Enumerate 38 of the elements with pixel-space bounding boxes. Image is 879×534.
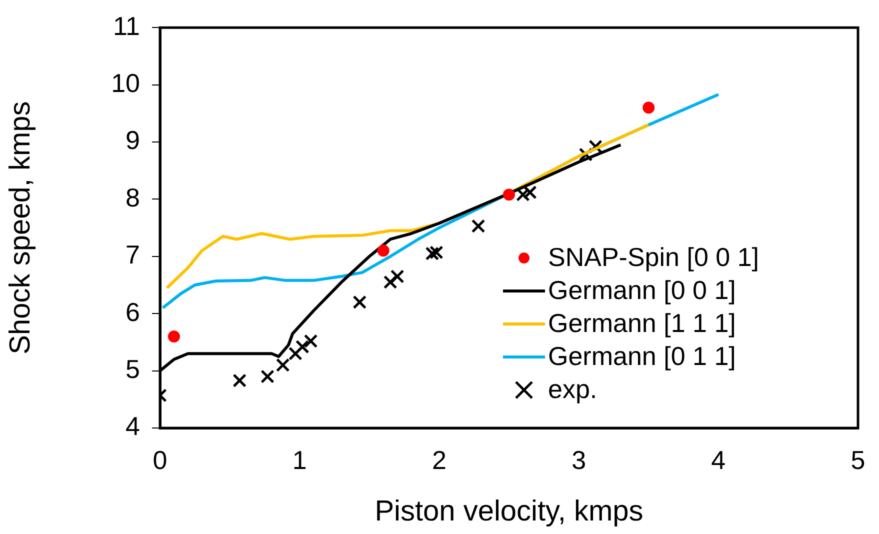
- y-tick-label: 5: [126, 354, 140, 384]
- point: [383, 275, 398, 290]
- x-tick-label: 3: [572, 444, 586, 475]
- legend-label: Germann [1 1 1]: [548, 308, 736, 338]
- y-tick-label: 8: [126, 182, 140, 212]
- point: [288, 346, 302, 361]
- x-tick-label: 1: [292, 444, 307, 475]
- point: [304, 334, 318, 348]
- y-tick-label: 4: [126, 411, 140, 442]
- x-tick-label: 4: [711, 444, 726, 475]
- y-tick-label: 10: [111, 68, 140, 98]
- point: [232, 374, 246, 388]
- y-tick-label: 6: [126, 296, 140, 327]
- point: [471, 219, 486, 233]
- x-tick-label: 2: [432, 444, 446, 475]
- y-axis-title: Shock speed, kmps: [4, 101, 36, 354]
- point: [295, 340, 310, 354]
- legend-label: Germann [0 1 1]: [548, 341, 736, 372]
- point: [503, 188, 515, 201]
- point: [168, 330, 180, 342]
- y-tick-label: 11: [113, 10, 140, 41]
- y-tick-label: 7: [126, 240, 140, 270]
- x-tick-label: 5: [850, 444, 866, 475]
- point: [390, 270, 404, 284]
- legend-label: exp.: [548, 374, 598, 404]
- point: [352, 295, 367, 310]
- x-tick-label: 0: [152, 444, 168, 475]
- legend-label: Germann [0 0 1]: [548, 275, 736, 306]
- point: [377, 244, 390, 257]
- x-axis-title: Piston velocity, kmps: [374, 496, 644, 528]
- point: [523, 185, 537, 200]
- y-tick-label: 9: [126, 125, 140, 156]
- point: [276, 358, 290, 372]
- legend-label: SNAP-Spin [0 0 1]: [548, 242, 759, 272]
- point: [425, 246, 440, 260]
- point: [260, 370, 274, 384]
- point: [642, 102, 655, 114]
- point: [516, 188, 530, 202]
